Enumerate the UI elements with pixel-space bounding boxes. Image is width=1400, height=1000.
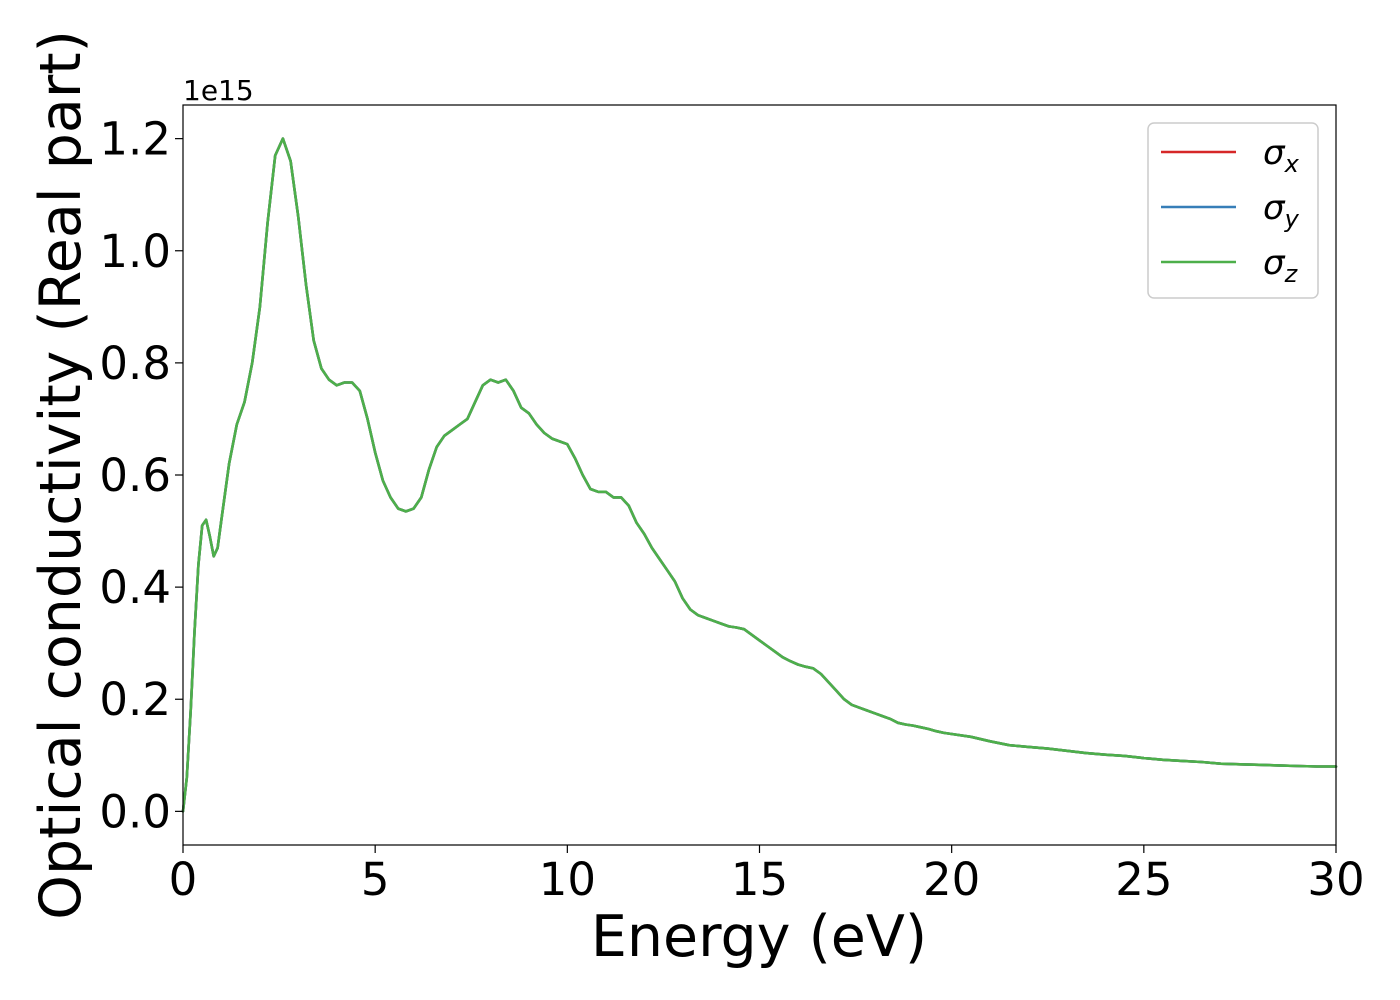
plot-lines xyxy=(181,137,1338,813)
y-tick-label: 0.6 xyxy=(99,449,171,502)
x-axis-ticks: 0 5 10 15 20 25 30 xyxy=(169,845,1365,906)
x-tick-label: 25 xyxy=(1115,853,1172,906)
y-tick-label: 0.0 xyxy=(99,785,171,838)
y-offset-label: 1e15 xyxy=(183,74,254,107)
x-tick-label: 30 xyxy=(1307,853,1364,906)
legend-box xyxy=(1147,122,1319,299)
legend: σx σy σz xyxy=(1147,122,1319,299)
legend-label-y: σy xyxy=(1263,188,1300,233)
y-axis-ticks: 0.0 0.2 0.4 0.6 0.8 1.0 1.2 xyxy=(99,113,183,838)
x-tick-label: 20 xyxy=(923,853,980,906)
series-line-z xyxy=(181,137,1338,813)
y-tick-label: 0.2 xyxy=(99,673,171,726)
y-tick-label: 0.8 xyxy=(99,337,171,390)
legend-label-x: σx xyxy=(1263,133,1300,178)
x-tick-label: 5 xyxy=(361,853,390,906)
y-tick-label: 1.0 xyxy=(99,225,171,278)
x-axis-title: Energy (eV) xyxy=(591,904,927,970)
x-tick-label: 15 xyxy=(731,853,788,906)
x-tick-label: 0 xyxy=(169,853,198,906)
y-tick-label: 0.4 xyxy=(99,561,171,614)
legend-label-z: σz xyxy=(1263,243,1299,288)
x-tick-label: 10 xyxy=(539,853,596,906)
y-axis-title: Optical conductivity (Real part) xyxy=(28,30,94,920)
y-tick-label: 1.2 xyxy=(99,113,171,166)
